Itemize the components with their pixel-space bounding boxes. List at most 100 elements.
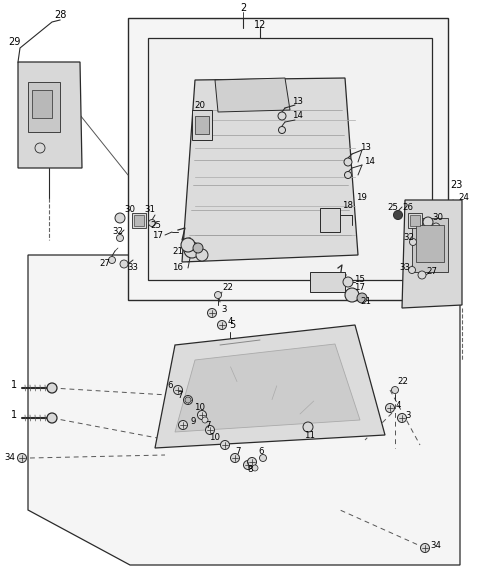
Circle shape [173,385,182,394]
Text: 28: 28 [54,10,66,20]
Text: 33: 33 [399,263,410,272]
Text: 5: 5 [229,320,235,330]
Circle shape [47,413,57,423]
Text: 4: 4 [395,401,401,409]
Text: 27: 27 [427,267,437,276]
Polygon shape [175,344,360,432]
Circle shape [303,422,313,432]
Polygon shape [182,78,358,262]
Bar [410,215,420,226]
Text: 13: 13 [292,97,303,107]
Circle shape [260,454,266,462]
Text: 23: 23 [450,180,462,190]
Bar [128,18,448,300]
Circle shape [420,544,430,552]
Bar [320,208,340,232]
Text: 6: 6 [167,381,173,389]
Text: 32: 32 [404,234,415,242]
Circle shape [345,172,351,178]
Circle shape [197,410,206,420]
Circle shape [230,454,240,462]
Circle shape [17,454,26,462]
Circle shape [35,143,45,153]
Circle shape [196,249,208,261]
Circle shape [423,217,433,227]
Bar [28,82,60,132]
Circle shape [278,112,286,120]
Circle shape [252,465,258,471]
Text: 2: 2 [240,3,246,13]
Polygon shape [215,78,290,112]
Text: 22: 22 [397,377,408,386]
Bar [412,218,448,272]
Bar [310,272,345,292]
Circle shape [343,277,353,287]
Polygon shape [28,255,460,565]
Text: 27: 27 [99,259,110,267]
Text: 1: 1 [11,410,17,420]
Circle shape [397,413,407,422]
Circle shape [215,291,221,299]
Text: 7: 7 [177,390,183,400]
Bar [195,116,209,134]
Circle shape [248,458,256,466]
Text: 12: 12 [254,20,266,30]
Circle shape [120,260,128,268]
Circle shape [202,417,208,423]
Text: 4: 4 [227,317,233,327]
Text: 20: 20 [194,100,205,109]
Text: 25: 25 [387,203,398,213]
Text: 3: 3 [405,410,411,420]
Text: 10: 10 [209,434,220,442]
Circle shape [185,397,191,403]
Text: 30: 30 [124,206,135,214]
Bar [192,110,212,140]
Text: 26: 26 [403,203,413,213]
Bar [148,38,432,280]
Text: 17: 17 [355,283,365,292]
Bar [132,213,146,228]
Text: 19: 19 [356,193,366,202]
Circle shape [47,383,57,393]
Circle shape [432,223,440,231]
Bar [32,90,52,118]
Circle shape [184,242,200,258]
Circle shape [408,267,416,274]
Polygon shape [402,200,462,308]
Circle shape [115,213,125,223]
Text: 15: 15 [355,275,365,284]
Circle shape [344,158,352,166]
Text: 11: 11 [304,430,315,439]
Circle shape [385,404,395,413]
Circle shape [243,461,252,470]
Text: 8: 8 [247,466,253,474]
Circle shape [418,271,426,279]
Circle shape [345,288,359,302]
Text: 25: 25 [151,222,161,230]
Polygon shape [155,325,385,448]
Text: 10: 10 [194,404,205,413]
Bar [134,215,144,226]
Text: 32: 32 [112,227,123,237]
Bar [408,213,422,228]
Text: 33: 33 [128,263,139,272]
Text: 7: 7 [235,447,241,457]
Text: 14: 14 [364,157,375,165]
Circle shape [205,425,215,434]
Circle shape [220,441,229,450]
Circle shape [217,320,227,329]
Text: 31: 31 [144,206,156,214]
Circle shape [357,293,367,303]
Circle shape [183,396,192,405]
Polygon shape [18,62,82,168]
Circle shape [278,127,286,133]
Text: 21: 21 [172,247,183,256]
Text: 18: 18 [343,202,353,210]
Text: 1: 1 [11,380,17,390]
Text: 16: 16 [172,263,183,272]
Text: 3: 3 [221,306,227,315]
Circle shape [179,421,188,430]
Text: 17: 17 [153,230,164,239]
Text: 13: 13 [360,142,372,152]
Circle shape [392,386,398,393]
